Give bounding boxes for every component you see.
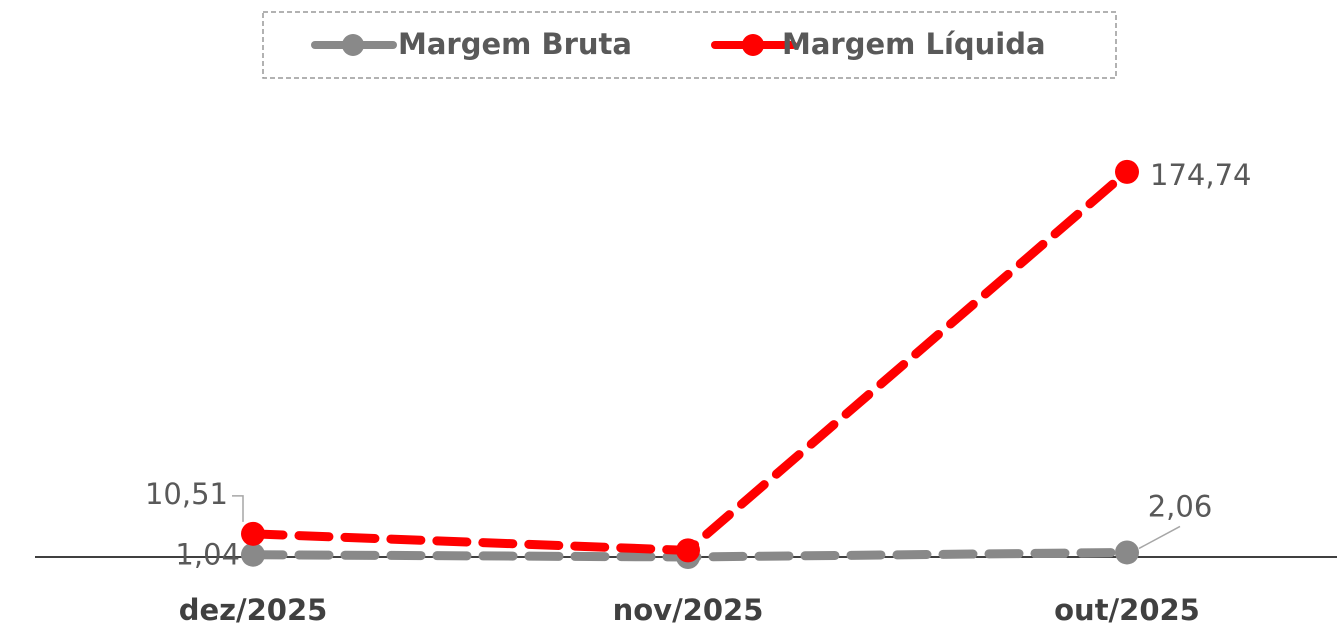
point — [241, 542, 265, 567]
legend-box — [262, 11, 1117, 79]
data-label: 174,74 — [1150, 158, 1251, 192]
point — [676, 538, 700, 563]
point — [1115, 540, 1139, 565]
point — [241, 521, 265, 546]
x-tick-label: nov/2025 — [613, 593, 764, 627]
data-label: 2,06 — [1148, 489, 1213, 523]
data-label: 1,04 — [175, 538, 240, 572]
x-tick-label: out/2025 — [1054, 593, 1200, 627]
legend-marker — [742, 34, 764, 56]
point — [1115, 159, 1139, 184]
legend-label: Margem Bruta — [398, 27, 632, 61]
legend-marker — [342, 34, 364, 56]
legend-label: Margem Líquida — [782, 27, 1046, 61]
series-line — [248, 167, 1132, 555]
leader-line — [1138, 525, 1181, 550]
data-label: 10,51 — [145, 477, 228, 511]
x-tick-label: dez/2025 — [179, 593, 328, 627]
leader-line — [232, 495, 244, 522]
